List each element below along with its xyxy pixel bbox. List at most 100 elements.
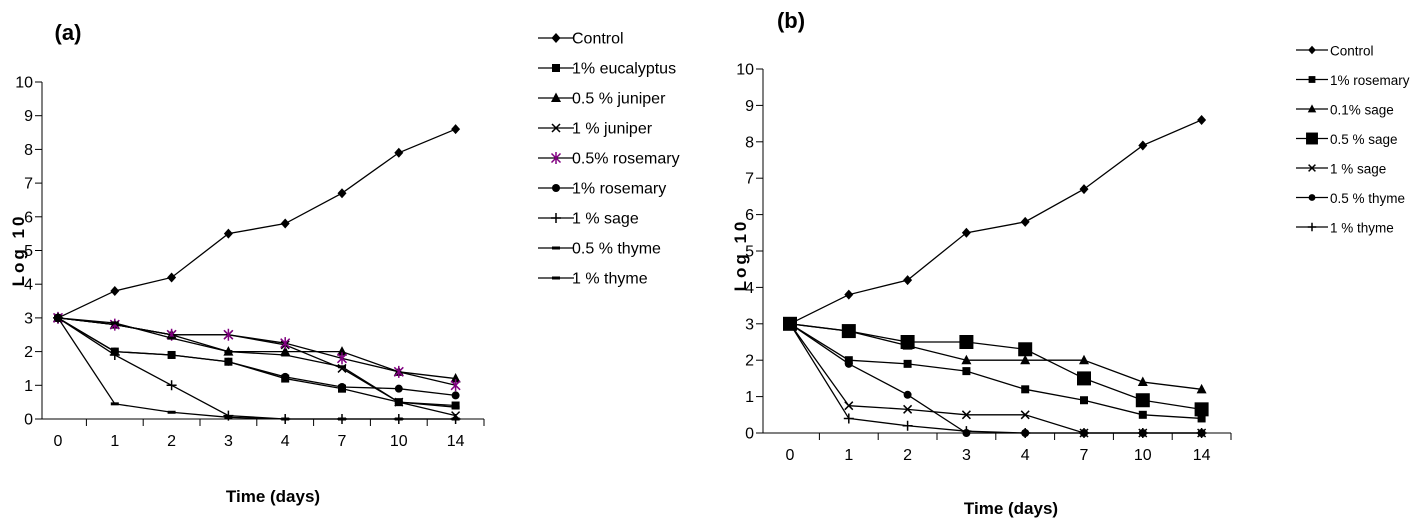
series-line <box>57 317 456 386</box>
data-point <box>1020 354 1031 365</box>
x-axis-title: Time (days) <box>226 487 320 506</box>
y-tick-label: 8 <box>745 134 754 151</box>
y-tick-label: 2 <box>745 353 754 370</box>
data-point <box>223 410 234 421</box>
y-tick-label: 9 <box>24 108 33 125</box>
legend-item: 0.5 % thyme <box>538 241 661 258</box>
series-line <box>57 317 456 407</box>
data-point <box>281 353 290 357</box>
legend-item: 1 % juniper <box>538 121 653 138</box>
y-tick-label: 7 <box>745 171 754 188</box>
legend-marker <box>552 276 560 280</box>
y-tick-label: 6 <box>24 209 33 226</box>
legend-item: 1 % thyme <box>538 271 648 288</box>
data-point <box>785 318 795 329</box>
series-line <box>789 323 1202 420</box>
legend-marker <box>1308 76 1316 83</box>
legend-marker <box>1307 104 1317 113</box>
legend-marker <box>550 152 562 164</box>
legend-label: 1% rosemary <box>572 181 666 198</box>
data-point <box>451 417 460 421</box>
data-point <box>1138 410 1147 419</box>
y-tick-label: 9 <box>745 98 754 115</box>
legend-marker <box>1308 45 1316 55</box>
data-point <box>337 346 347 356</box>
data-point <box>1018 342 1033 357</box>
y-tick-label: 3 <box>745 316 754 333</box>
data-point <box>224 350 233 354</box>
legend-item: 1% rosemary <box>1296 73 1410 88</box>
y-tick-label: 1 <box>24 378 33 395</box>
data-point <box>1196 428 1207 438</box>
legend-label: 0.5 % sage <box>1330 132 1398 147</box>
data-point <box>1021 385 1030 394</box>
data-point <box>451 124 461 135</box>
series-a-0 <box>53 124 461 323</box>
legend-marker <box>552 246 560 250</box>
legend-item: 1% rosemary <box>538 181 666 198</box>
data-point <box>1020 216 1030 227</box>
x-tick-label: 0 <box>54 433 63 450</box>
data-point <box>1137 376 1148 387</box>
legend-item: 1 % sage <box>538 211 639 228</box>
y-axis-title: Log 10 <box>731 219 750 292</box>
data-point <box>1197 114 1207 125</box>
data-point <box>961 354 972 365</box>
x-tick-label: 10 <box>390 433 408 450</box>
x-tick-label: 2 <box>167 433 176 450</box>
legend-label: 1 % juniper <box>572 121 653 138</box>
data-point <box>1079 184 1089 195</box>
series-line <box>57 317 456 420</box>
legend-label: Control <box>572 31 624 48</box>
data-point <box>1196 383 1207 394</box>
y-tick-label: 6 <box>745 207 754 224</box>
x-tick-label: 7 <box>338 433 347 450</box>
series-b-6 <box>785 318 1207 438</box>
data-point <box>109 349 120 360</box>
data-point <box>841 324 856 339</box>
legend-label: 0.5% rosemary <box>572 151 680 168</box>
legend-marker <box>1306 132 1318 145</box>
series-line <box>57 317 456 408</box>
data-point <box>110 285 120 296</box>
data-point <box>394 400 403 404</box>
y-tick-label: 5 <box>24 243 33 260</box>
data-point <box>903 275 913 286</box>
data-point <box>962 367 971 376</box>
x-tick-label: 3 <box>224 433 233 450</box>
data-point <box>394 147 404 158</box>
y-tick-label: 3 <box>24 310 33 327</box>
data-point <box>959 335 974 349</box>
legend-label: 0.5 % thyme <box>572 241 661 258</box>
data-point <box>167 410 176 414</box>
legend-marker <box>1307 222 1317 232</box>
data-point <box>338 365 346 369</box>
data-point <box>337 188 347 199</box>
legend-item: 0.5% rosemary <box>538 151 680 168</box>
y-tick-label: 10 <box>15 75 33 92</box>
legend-label: 1 % thyme <box>572 271 648 288</box>
series-b-0 <box>785 114 1207 329</box>
data-point <box>167 336 176 340</box>
data-point <box>1137 428 1148 438</box>
legend-marker <box>551 33 561 43</box>
series-line <box>789 119 1202 325</box>
data-point <box>900 335 915 349</box>
series-a-8 <box>54 316 460 409</box>
data-point <box>280 337 291 350</box>
y-tick-label: 1 <box>745 389 754 406</box>
data-point <box>903 390 912 399</box>
x-tick-label: 3 <box>962 447 971 464</box>
data-point <box>451 391 460 400</box>
data-point <box>1079 354 1089 365</box>
panel-label-b: (b) <box>777 8 805 33</box>
y-tick-label: 4 <box>24 277 33 294</box>
x-tick-label: 14 <box>447 433 465 450</box>
x-axis-title: Time (days) <box>964 499 1058 518</box>
y-tick-label: 8 <box>24 142 33 159</box>
legend-label: 0.5 % juniper <box>572 91 666 108</box>
y-tick-label: 5 <box>745 244 754 261</box>
data-point <box>961 410 971 420</box>
data-point <box>1077 371 1091 386</box>
legend-item: 1 % sage <box>1296 162 1386 177</box>
